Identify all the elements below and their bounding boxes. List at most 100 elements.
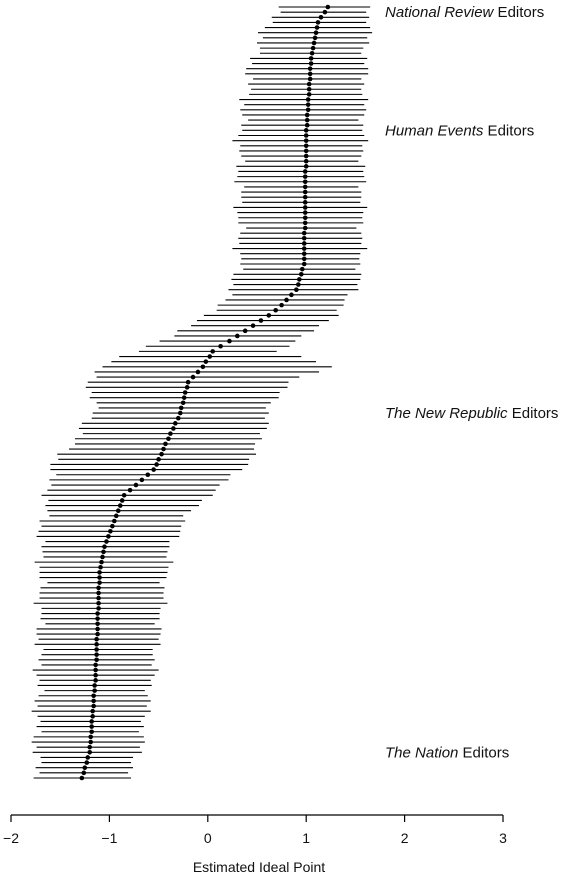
- point-estimate: [95, 626, 100, 632]
- point-estimate: [184, 385, 190, 390]
- point-estimate: [90, 714, 95, 719]
- point-estimate: [88, 739, 94, 745]
- point-estimate: [303, 138, 309, 143]
- point-estimate: [312, 35, 318, 41]
- point-estimate: [95, 611, 100, 616]
- point-estimate: [101, 549, 106, 555]
- point-estimate: [303, 148, 309, 154]
- point-estimate: [151, 467, 156, 472]
- point-estimate: [306, 92, 312, 97]
- x-tick-label: −1: [101, 830, 117, 846]
- point-estimate: [161, 446, 166, 452]
- point-estimate: [311, 40, 317, 46]
- point-estimate: [306, 81, 312, 87]
- point-estimate: [242, 328, 248, 334]
- x-tick-label: 0: [204, 830, 212, 846]
- point-estimate: [173, 421, 178, 426]
- point-estimate: [302, 215, 308, 221]
- point-estimate: [94, 636, 99, 642]
- point-estimate: [303, 133, 309, 138]
- point-estimate: [303, 143, 309, 149]
- point-estimate: [181, 395, 187, 400]
- x-axis: −2 −1 0 1 2 3: [3, 814, 507, 846]
- point-estimate: [99, 559, 104, 565]
- point-estimate: [112, 518, 117, 524]
- point-estimate: [190, 374, 196, 380]
- point-estimate: [95, 631, 100, 637]
- point-estimate: [303, 164, 309, 169]
- point-estimate: [182, 390, 188, 395]
- point-estimate: [296, 282, 301, 287]
- point-estimate: [133, 482, 139, 488]
- point-estimate: [87, 744, 93, 750]
- point-estimate: [88, 734, 94, 740]
- point-estimate: [110, 523, 115, 529]
- point-estimate: [235, 333, 240, 339]
- point-estimate: [315, 20, 321, 25]
- point-estimate: [119, 498, 125, 503]
- point-estimate: [304, 117, 310, 123]
- point-estimate: [207, 354, 213, 359]
- point-estimate: [85, 755, 91, 760]
- point-estimate: [94, 642, 99, 647]
- point-estimate: [318, 14, 324, 20]
- point-estimate: [145, 472, 151, 478]
- point-estimate: [301, 246, 307, 251]
- point-estimate: [139, 477, 145, 483]
- point-estimate: [303, 158, 309, 164]
- point-estimate: [79, 775, 85, 781]
- point-estimate: [95, 621, 100, 627]
- point-estimate: [303, 153, 309, 159]
- point-estimate: [210, 349, 216, 354]
- point-estimate: [96, 585, 101, 591]
- point-estimate: [308, 56, 314, 61]
- point-estimate: [301, 241, 307, 246]
- point-estimate: [195, 369, 201, 375]
- point-estimate: [273, 307, 278, 313]
- point-estimate: [279, 302, 284, 308]
- point-estimate: [185, 379, 191, 385]
- point-estimate: [302, 189, 308, 195]
- point-estimate: [89, 729, 94, 735]
- x-tick-label: 1: [302, 830, 310, 846]
- point-estimate: [117, 503, 123, 508]
- point-estimate: [106, 534, 111, 539]
- point-estimate: [94, 647, 99, 652]
- point-estimate: [308, 61, 314, 66]
- point-estimate: [91, 703, 96, 709]
- point-estimate: [303, 128, 309, 133]
- point-estimate: [92, 683, 97, 688]
- point-estimate: [305, 97, 311, 102]
- point-estimate: [297, 277, 302, 282]
- point-estimate: [301, 251, 307, 257]
- x-tick-label: 3: [499, 830, 507, 846]
- point-estimate: [322, 9, 328, 15]
- x-tick-label: 2: [401, 830, 409, 846]
- point-estimate: [89, 719, 94, 724]
- point-estimate: [156, 457, 161, 462]
- point-estimate: [96, 590, 101, 596]
- point-estimate: [96, 600, 101, 606]
- point-estimate: [227, 338, 232, 344]
- point-estimate: [115, 508, 121, 514]
- point-estimate: [94, 657, 99, 663]
- point-estimates: [79, 4, 331, 781]
- point-estimate: [93, 672, 98, 678]
- point-estimate: [104, 539, 109, 544]
- point-estimate: [95, 616, 100, 621]
- point-estimate: [96, 595, 101, 601]
- annotation-label: The New Republic Editors: [385, 405, 558, 422]
- point-estimate: [302, 210, 308, 215]
- point-estimate: [159, 451, 164, 457]
- point-estimate: [100, 554, 105, 560]
- point-estimate: [304, 112, 310, 118]
- point-estimate: [299, 266, 305, 272]
- point-estimate: [168, 431, 173, 436]
- point-estimate: [108, 528, 113, 534]
- point-estimate: [310, 45, 316, 51]
- point-estimate: [121, 493, 127, 498]
- point-estimate: [93, 667, 98, 673]
- point-estimate: [177, 410, 183, 416]
- point-estimate: [307, 66, 313, 71]
